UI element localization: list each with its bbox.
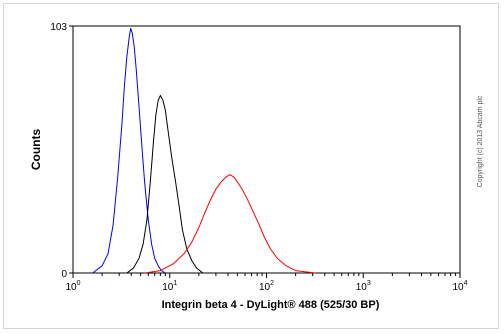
series-line-2 [126, 95, 204, 274]
y-tick-label: 103 [50, 22, 67, 33]
x-tick-label: 104 [452, 280, 467, 293]
x-axis-ticks: 100 101 102 103 104 [65, 273, 468, 293]
series-line-1 [92, 27, 166, 274]
y-axis-title: Counts [29, 129, 43, 171]
plot-frame [72, 25, 461, 274]
x-tick-label: 103 [356, 280, 371, 293]
series-layer [92, 27, 316, 274]
x-tick-label: 102 [259, 280, 274, 293]
copyright-annotation: Copyright (c) 2013 Abcam plc [477, 95, 484, 187]
series-line-3 [144, 174, 316, 274]
plot-border [72, 25, 461, 274]
x-tick-label: 100 [65, 280, 80, 293]
x-axis-title: Integrin beta 4 - DyLight® 488 (525/30 B… [162, 299, 380, 311]
chart-figure: 100 101 102 103 104 0 103 Integrin beta 4 - D… [3, 3, 499, 329]
histogram-chart: 100 101 102 103 104 0 103 Integrin beta 4 - D… [29, 22, 484, 311]
x-tick-label: 101 [162, 280, 177, 293]
y-axis-ticks: 0 103 [50, 22, 73, 280]
y-tick-label: 0 [61, 269, 67, 280]
